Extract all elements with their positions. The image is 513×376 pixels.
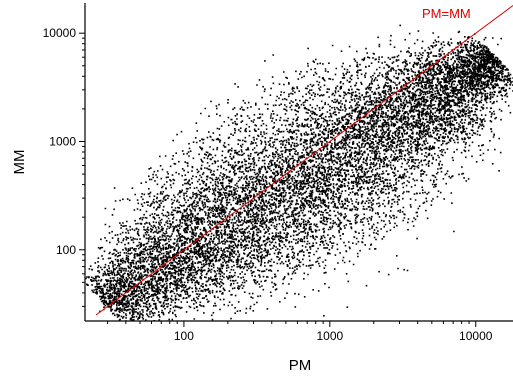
- x-tick-label: 100: [174, 329, 194, 343]
- y-tick-label: 1000: [49, 134, 76, 148]
- data-point-cloud: [85, 24, 513, 321]
- reference-line-group: [95, 5, 513, 316]
- data-points: [85, 24, 513, 321]
- reference-line: [95, 5, 513, 316]
- axes: [84, 3, 513, 322]
- x-axis-label: PM: [289, 357, 312, 374]
- x-tick-label: 1000: [316, 329, 343, 343]
- reference-line-label: PM=MM: [422, 6, 471, 21]
- y-tick-label: 10000: [43, 26, 77, 40]
- x-tick-label: 10000: [459, 329, 493, 343]
- ticks: 100 1000 10000 100 1000 10000: [43, 26, 493, 343]
- y-tick-label: 100: [56, 243, 76, 257]
- y-axis-label: MM: [11, 150, 28, 175]
